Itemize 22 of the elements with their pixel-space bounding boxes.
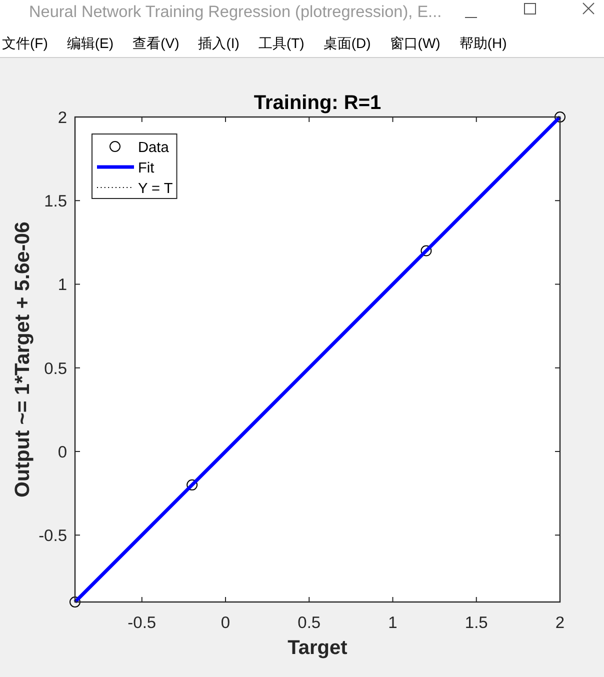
point <box>554 112 566 122</box>
x-tick-label: 2 <box>555 614 565 632</box>
x-tick-label: 0.5 <box>298 614 321 632</box>
y-tick-label: 0.5 <box>44 360 67 378</box>
y-tick-label: 0 <box>58 443 67 462</box>
point <box>420 245 432 256</box>
x-tick-label: 1.5 <box>464 614 488 632</box>
x-tick-label: 0 <box>220 614 230 632</box>
legend-label: Fit <box>138 160 154 176</box>
chart-title: Training: R=1 <box>254 92 382 114</box>
y-tick-label: 1.5 <box>44 192 67 211</box>
x-tick-label: -0.5 <box>128 614 156 632</box>
point <box>186 479 198 490</box>
x-axis-title: Target <box>288 637 348 659</box>
y-axis-title: Output ~= 1*Target + 5.6e-06 <box>11 222 34 498</box>
y-tick-label: 1 <box>58 276 67 294</box>
x-tick-label: 1 <box>388 614 398 632</box>
legend-label: Data <box>138 140 170 156</box>
y-tick-label: 2 <box>58 109 67 127</box>
legend-label: Y = T <box>138 181 173 197</box>
point <box>70 596 80 608</box>
y-tick-label: -0.5 <box>38 527 67 546</box>
